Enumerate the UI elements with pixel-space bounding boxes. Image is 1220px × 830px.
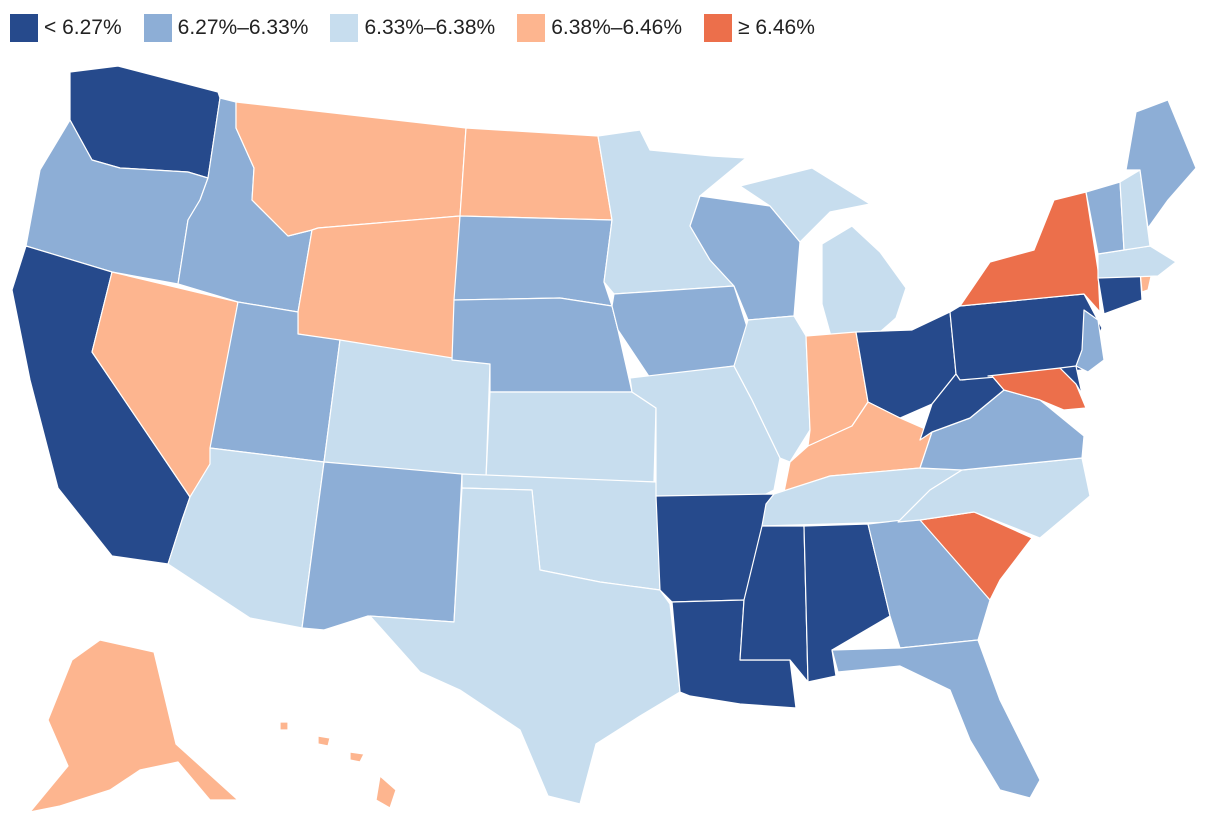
map-legend: < 6.27% 6.27%–6.33% 6.33%–6.38% 6.38%–6.… [10, 12, 837, 44]
state-ak[interactable] [29, 639, 239, 813]
state-tx[interactable] [369, 487, 681, 805]
legend-item-bin-2: 6.27%–6.33% [143, 14, 309, 42]
state-fl[interactable] [831, 639, 1041, 799]
legend-swatch-bin-5 [704, 14, 732, 42]
state-sd[interactable] [453, 215, 613, 307]
state-ks[interactable] [485, 391, 657, 483]
state-de[interactable] [1059, 365, 1083, 395]
state-me[interactable] [1125, 99, 1197, 229]
legend-swatch-bin-2 [143, 14, 172, 42]
state-nc[interactable] [897, 457, 1091, 539]
legend-label-bin-3: 6.33%–6.38% [364, 16, 496, 39]
legend-item-bin-5: ≥ 6.46% [704, 14, 815, 42]
state-mt[interactable] [235, 101, 467, 237]
state-mi[interactable] [739, 167, 907, 341]
legend-item-bin-3: 6.33%–6.38% [330, 14, 495, 42]
legend-swatch-bin-3 [330, 14, 359, 42]
legend-item-bin-4: 6.38%–6.46% [517, 14, 682, 42]
legend-label-bin-2: 6.27%–6.33% [177, 16, 309, 39]
legend-label-bin-4: 6.38%–6.46% [551, 16, 682, 39]
legend-label-bin-5: ≥ 6.46% [738, 16, 815, 39]
state-nd[interactable] [459, 127, 613, 221]
state-hi[interactable] [279, 721, 397, 809]
state-nm[interactable] [301, 461, 463, 631]
state-nj[interactable] [1075, 309, 1105, 373]
legend-swatch-bin-4 [517, 14, 546, 42]
legend-label-bin-1: < 6.27% [44, 16, 122, 39]
state-ny[interactable] [959, 191, 1101, 313]
legend-swatch-bin-1 [10, 14, 38, 42]
legend-item-bin-1: < 6.27% [10, 14, 122, 42]
state-ia[interactable] [611, 285, 749, 379]
